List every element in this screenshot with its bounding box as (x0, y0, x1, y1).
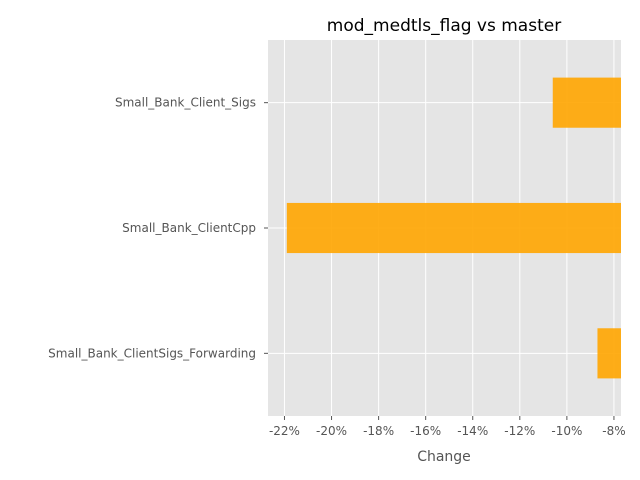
x-tick-label: -20% (316, 424, 347, 438)
bar (286, 202, 621, 254)
ticks: -22% -20% -18% -16% -14% -12% -10% -8% Small_Ban… (48, 96, 625, 438)
bars (286, 77, 621, 379)
x-tick-label: -14% (457, 424, 488, 438)
x-tick-label: -18% (363, 424, 394, 438)
x-tick-label: -10% (551, 424, 582, 438)
x-tick-label: -16% (410, 424, 441, 438)
y-tick-label: Small_Bank_ClientCpp (122, 221, 256, 235)
y-tick-label: Small_Bank_Client_Sigs (115, 96, 256, 110)
x-tick-label: -8% (602, 424, 625, 438)
y-tick-label: Small_Bank_ClientSigs_Forwarding (48, 346, 256, 360)
bar (552, 77, 621, 128)
x-axis-title: Change (417, 449, 471, 465)
x-tick-label: -22% (269, 424, 300, 438)
x-tick-label: -12% (504, 424, 535, 438)
chart-title: mod_medtls_flag vs master (327, 16, 561, 36)
bar (597, 328, 621, 379)
